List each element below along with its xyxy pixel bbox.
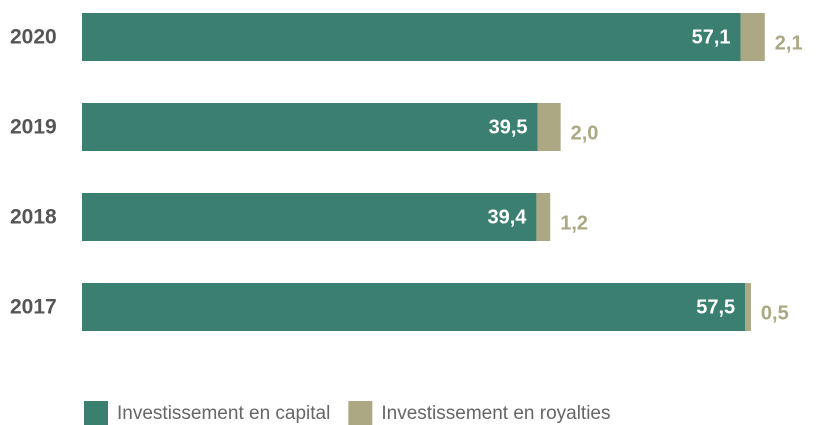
bar-segment [740,13,765,61]
y-tick-label: 2020 [10,26,57,49]
bar-segment [537,103,561,151]
value-label: 2,1 [775,32,803,54]
bar-segment [745,283,751,331]
value-label: 1,2 [560,212,588,234]
legend-swatch [348,401,373,425]
y-tick-label: 2019 [10,116,57,139]
value-label: 2,0 [571,122,599,144]
legend-swatch [84,401,108,425]
y-tick-label: 2017 [10,296,57,319]
legend-label: Investissement en royalties [381,403,610,424]
legend-label: Investissement en capital [117,403,330,424]
value-label: 0,5 [761,302,789,324]
y-tick-label: 2018 [10,206,57,229]
bar-segment [82,13,741,61]
bar-segment [536,193,551,241]
value-label: 57,1 [692,26,731,48]
bar-segment [82,283,746,331]
value-label: 39,5 [489,116,528,138]
bar-segment [82,193,537,241]
value-label: 39,4 [487,206,527,228]
value-label: 57,5 [696,296,735,318]
bar-segment [82,103,538,151]
